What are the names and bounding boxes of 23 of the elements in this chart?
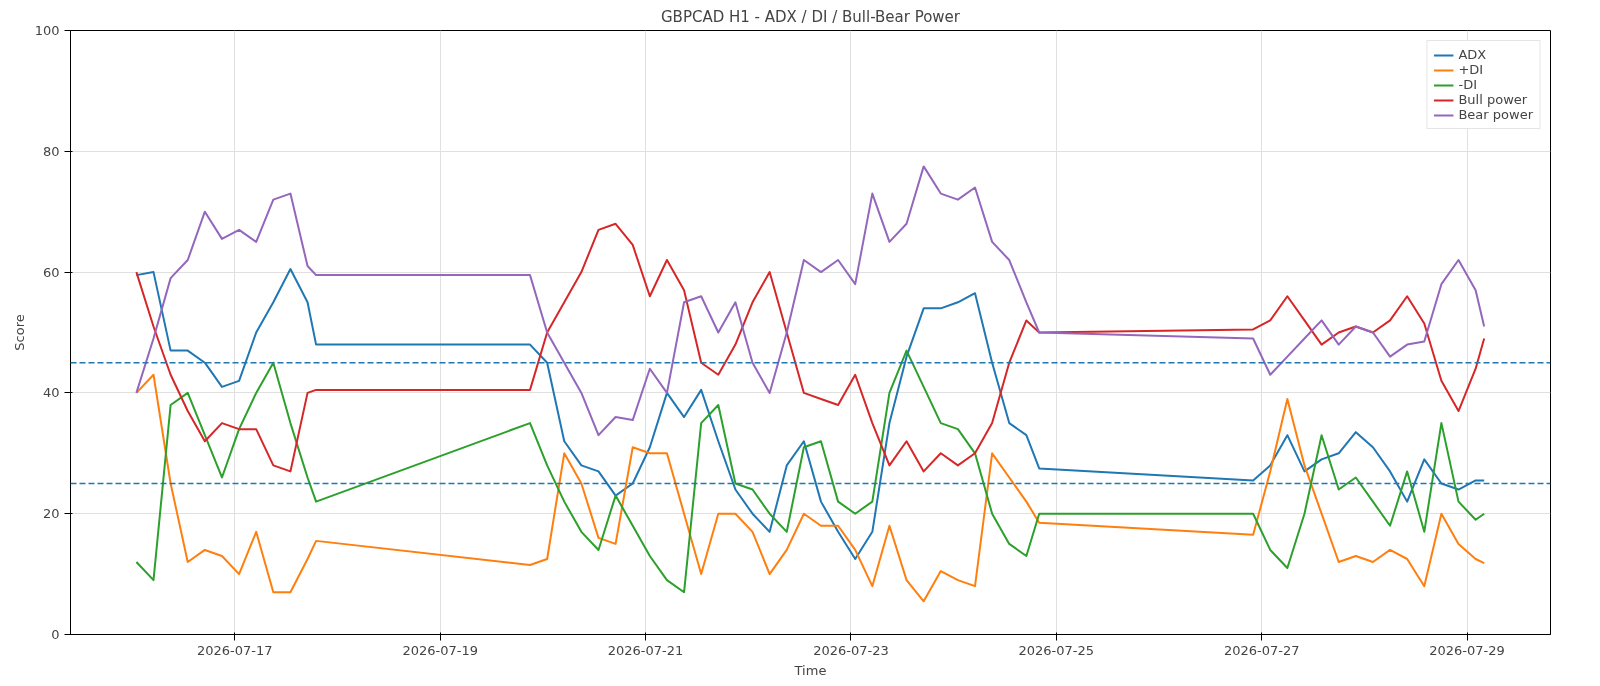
y-tick-label: 100 [34, 23, 60, 38]
legend-label: Bear power [1458, 107, 1533, 122]
legend-label: -DI [1458, 77, 1478, 92]
x-tick-label: 2026-07-23 [813, 642, 889, 658]
y-tick-label: 40 [42, 385, 60, 401]
x-tick-label: 2026-07-21 [607, 642, 684, 658]
x-tick-label: 2026-07-19 [402, 642, 478, 658]
y-tick-label: 0 [51, 627, 60, 642]
x-tick-label: 2026-07-29 [1429, 642, 1505, 658]
line-series [135, 165, 1486, 437]
y-tick-label: 60 [42, 264, 60, 280]
x-tick-label: 2026-07-25 [1018, 642, 1095, 658]
y-tick-label: 20 [42, 506, 60, 522]
y-axis-title: Score [11, 314, 27, 351]
line-series [135, 222, 1486, 473]
legend-label: +DI [1458, 62, 1484, 77]
legend-label: ADX [1458, 47, 1487, 62]
x-tick-label: 2026-07-27 [1223, 642, 1300, 658]
legend-label: Bull power [1458, 92, 1528, 107]
y-tick-label: 80 [42, 143, 60, 159]
chart-title: GBPCAD H1 - ADX / DI / Bull-Bear Power [660, 7, 961, 26]
x-axis-title: Time [793, 662, 827, 678]
x-tick-label: 2026-07-17 [197, 642, 273, 658]
